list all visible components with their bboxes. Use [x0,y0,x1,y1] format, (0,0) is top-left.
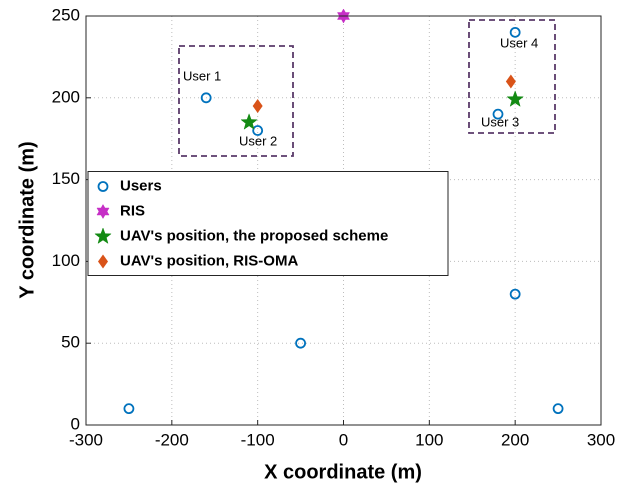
point [200,92,212,104]
y-tick-label: 100 [52,251,80,270]
legend-marker [96,203,110,220]
point [505,74,516,89]
point [123,403,135,415]
point [509,26,521,38]
y-tick-label: 200 [52,87,80,106]
legend-marker [97,181,109,192]
point [240,113,258,130]
x-tick-label: 100 [415,430,443,449]
legend-label: RIS [120,202,145,219]
annotation: User 4 [500,35,538,50]
point [509,288,521,300]
annotation: User 3 [481,114,519,129]
legend-box [87,171,449,276]
y-tick-label: 50 [61,333,80,352]
axes-box [85,15,602,426]
y-tick-label: 150 [52,169,80,188]
x-tick-label: 0 [339,430,348,449]
x-axis-label: X coordinate (m) [264,461,422,483]
point [492,108,504,120]
legend-label: UAV's position, the proposed scheme [120,227,388,244]
annotation: User 2 [239,133,277,148]
legend: Users RIS UAV's position, the proposed sch… [87,171,449,276]
legend-marker [94,227,112,244]
y-tick-label: 0 [71,414,80,433]
point [295,337,306,349]
legend-label: Users [120,177,162,194]
legend-marker [98,254,108,269]
x-tick-label: -200 [155,430,189,449]
group-box [178,45,294,157]
y-tick-label: 250 [52,5,80,24]
point [552,403,564,415]
x-tick-label: -100 [241,430,275,449]
legend-label: UAV's position, RIS-OMA [120,252,298,269]
x-tick-label: -300 [69,430,103,449]
x-tick-label: 200 [501,430,529,449]
y-axis-label: Y coordinate (m) [16,141,38,298]
x-tick-label: 300 [587,430,615,449]
point [252,98,263,113]
point [506,90,524,107]
point [252,125,264,136]
group-box [468,19,556,134]
annotation: User 1 [183,68,221,83]
